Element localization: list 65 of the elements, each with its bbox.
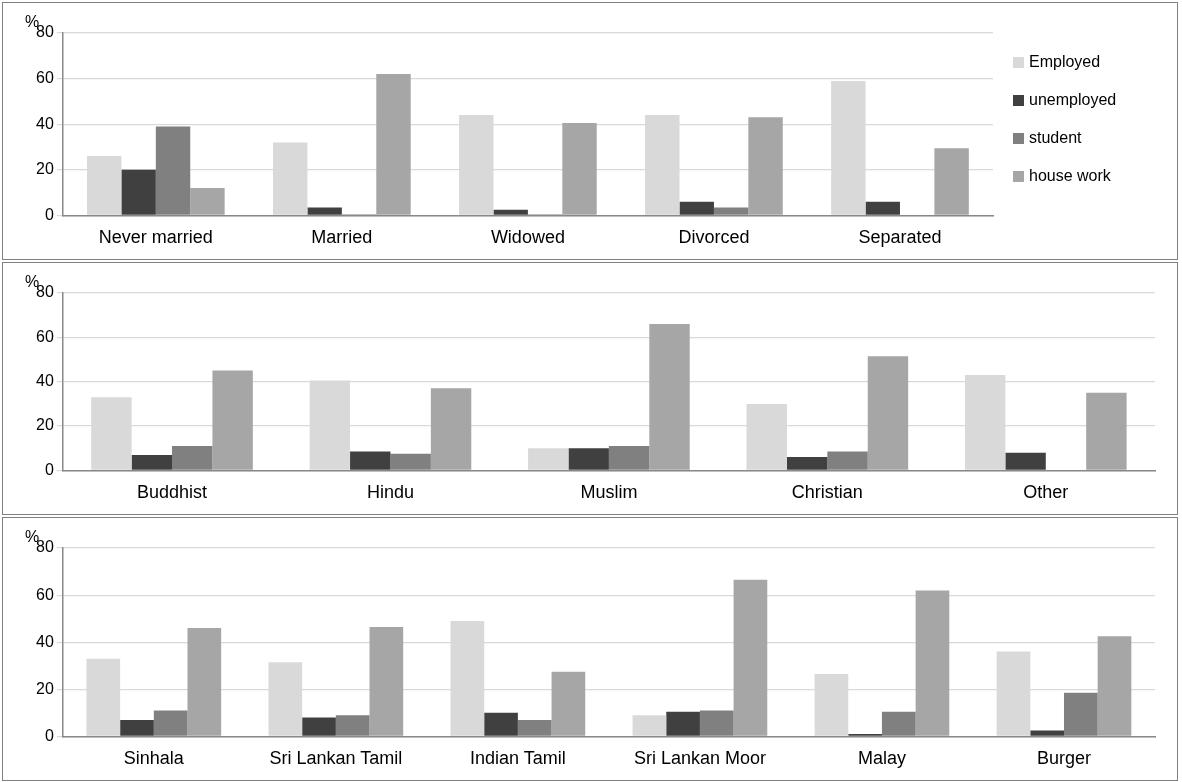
bar [369,626,404,736]
bar [131,454,173,470]
y-tick-label: 20 [36,416,54,434]
x-tick-label: Buddhist [136,482,208,503]
x-tick-label: Christian [791,482,863,503]
x-tick-label: Other [1023,482,1069,503]
legend-label: student [1029,129,1082,147]
legend-label: Employed [1029,53,1101,71]
bar [649,324,690,470]
bar [733,579,768,736]
bar [1086,392,1127,470]
y-tick-label: 40 [36,372,54,390]
x-tick-label: Widowed [490,227,565,248]
y-tick-label: 60 [36,585,54,603]
y-tick-label: 40 [36,632,54,650]
bar [568,448,609,470]
x-tick-label: Divorced [678,227,750,248]
bar [748,117,783,215]
bar [666,711,700,736]
bar [190,188,225,215]
x-tick-label: Separated [858,227,942,248]
bar [376,74,411,215]
y-tick-label: 0 [44,460,54,478]
bar [562,123,597,215]
bar [867,356,909,470]
bar [302,717,336,736]
bar [1030,730,1064,736]
bar [632,715,667,736]
x-tick-label: Indian Tamil [470,748,566,769]
bar [430,388,472,470]
y-tick-label: 60 [36,69,54,87]
bar [934,148,969,215]
y-tick-label: 20 [36,160,54,178]
x-tick-label: Malay [857,748,906,769]
bar [484,712,518,736]
x-tick-label: Muslim [580,482,638,503]
bar [679,201,714,215]
bar [307,207,342,215]
bar [121,169,156,215]
y-tick-label: 40 [36,114,54,132]
y-tick-label: 20 [36,679,54,697]
bar [528,448,569,470]
x-tick-label: Married [311,227,373,248]
x-tick-label: Never married [98,227,213,248]
bar [493,209,528,215]
bar [187,628,222,736]
x-tick-label: Sri Lankan Tamil [269,748,403,769]
bar [786,457,828,470]
bar [1005,452,1046,470]
y-tick-label: 0 [44,205,54,223]
bar [120,719,154,736]
legend-label: house work [1029,167,1111,185]
x-tick-label: Sri Lankan Moor [633,748,766,769]
bar [350,451,391,470]
bar [1097,636,1132,736]
bar [865,201,900,215]
y-tick-label: 60 [36,327,54,345]
x-tick-label: Hindu [366,482,414,503]
bar [551,671,586,736]
x-tick-label: Burger [1036,748,1091,769]
bar [212,370,253,470]
y-tick-label: 0 [44,726,54,744]
legend-label: unemployed [1029,91,1117,109]
bar [915,590,950,736]
x-tick-label: Sinhala [123,748,185,769]
